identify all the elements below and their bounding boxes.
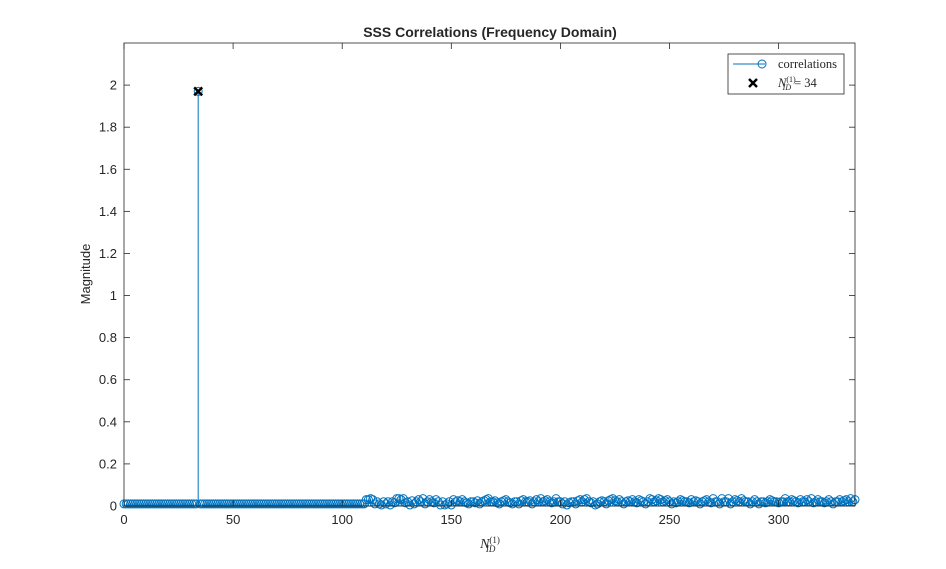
y-tick-label: 0.4: [99, 414, 117, 429]
legend-nid-relation: =: [794, 76, 801, 90]
x-tick-label: 0: [120, 512, 127, 527]
stem-marker: [407, 496, 417, 506]
plot-area: [119, 86, 860, 510]
legend-entry-correlations: correlations: [778, 57, 837, 71]
peak-x-stroke-b: [193, 86, 204, 97]
stem-marker: [573, 496, 583, 506]
x-tick-label: 150: [440, 512, 462, 527]
peak-x-marker: [193, 86, 204, 97]
stem-marker: [835, 495, 845, 505]
stem-marker: [431, 495, 441, 505]
stem-marker: [647, 495, 657, 505]
y-tick-label: 1.8: [99, 120, 117, 135]
stem-marker: [656, 495, 666, 505]
stem-marker: [470, 498, 480, 508]
stem-marker: [675, 495, 685, 505]
x-tick-label: 250: [659, 512, 681, 527]
stem-marker: [606, 495, 616, 505]
legend-entry-nid: N(1) ID = 34: [777, 75, 817, 92]
y-tick-label: 1.6: [99, 162, 117, 177]
stem-marker: [392, 494, 402, 504]
y-tick-label: 0: [110, 499, 117, 514]
legend-x-marker-icon: [748, 78, 758, 88]
stem-marker: [789, 496, 799, 506]
stem-marker: [536, 494, 546, 504]
stem-marker: [540, 496, 550, 506]
stem-marker: [558, 499, 568, 509]
stem-marker: [586, 498, 596, 508]
stem-marker: [368, 495, 378, 505]
stem-marker: [839, 496, 849, 506]
x-tick-label: 200: [550, 512, 572, 527]
stem-marker: [765, 495, 775, 505]
stem-marker: [730, 495, 740, 505]
legend-box: [727, 53, 845, 95]
y-tick-label: 0.6: [99, 372, 117, 387]
y-tick-label: 1: [110, 288, 117, 303]
stem-marker: [634, 495, 644, 505]
y-axis-label: Magnitude: [78, 244, 93, 305]
legend-nid-subscript: ID: [782, 83, 792, 92]
stem-marker: [767, 496, 777, 506]
stem-marker: [499, 496, 509, 506]
legend-nid-base: N: [777, 76, 787, 90]
legend-series-circle-icon: [757, 59, 767, 69]
stem-marker: [678, 496, 688, 506]
x-label-subscript: ID: [485, 544, 496, 554]
stem-marker: [686, 495, 696, 505]
legend: correlations N(1) ID = 34: [727, 53, 845, 95]
stem-marker: [481, 495, 491, 505]
y-tick-label: 1.4: [99, 204, 117, 219]
y-tick-label: 1.2: [99, 246, 117, 261]
x-axis-label: N(1) ID: [479, 535, 500, 554]
stem-marker: [525, 496, 535, 506]
x-label-superscript: (1): [489, 535, 500, 545]
x-tick-label: 100: [331, 512, 353, 527]
legend-nid-superscript: (1): [786, 75, 796, 84]
chart-title: SSS Correlations (Frequency Domain): [363, 24, 617, 40]
x-tick-label: 50: [226, 512, 240, 527]
axes-box: [123, 42, 856, 507]
stem-marker: [448, 495, 458, 505]
stem-marker: [400, 498, 410, 508]
stem-marker: [381, 499, 391, 509]
stem-marker: [795, 495, 805, 505]
stem-marker: [516, 496, 526, 506]
x-label-base: N: [479, 537, 490, 552]
y-tick-label: 0.8: [99, 330, 117, 345]
x-tick-label: 300: [768, 512, 790, 527]
stem-marker: [518, 495, 528, 505]
stem-marker: [699, 496, 709, 506]
legend-nid-value: 34: [804, 76, 817, 90]
y-tick-label: 2: [110, 78, 117, 93]
stem-marker: [193, 86, 203, 96]
axes: 0 50 100 150 200 250 300 0 0.2 0.4 0.6 0.8 1 1.2 1.4 1.…: [99, 42, 856, 527]
y-tick-label: 0.2: [99, 456, 117, 471]
stem-marker: [472, 496, 482, 506]
